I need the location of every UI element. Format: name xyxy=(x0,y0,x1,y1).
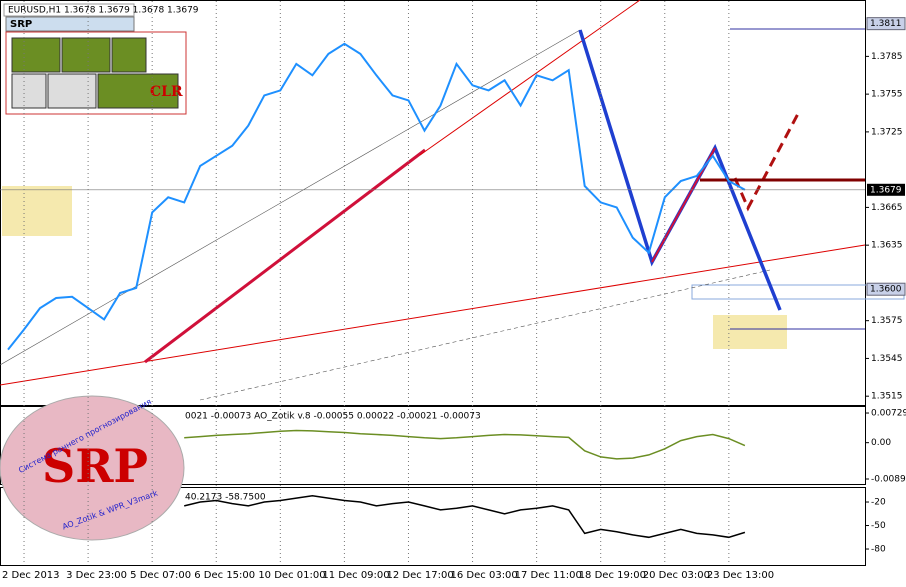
trend-line xyxy=(419,0,641,156)
x-tick-label: 20 Dec 03:00 xyxy=(643,570,710,581)
pane-title: 0021 -0.00073 AO_Zotik v.8 -0.00055 0.00… xyxy=(185,412,481,422)
tool-button[interactable] xyxy=(11,73,47,109)
trend-line xyxy=(144,148,426,364)
x-tick-label: 10 Dec 01:00 xyxy=(258,570,325,581)
y-tick-label: -50 xyxy=(871,521,886,531)
level-label: 1.3600 xyxy=(870,285,902,295)
price-box xyxy=(867,183,905,196)
logo-letters: SRP xyxy=(42,439,148,493)
trend-line xyxy=(0,244,866,386)
x-tick-label: 12 Dec 17:00 xyxy=(386,570,453,581)
y-tick-label: -80 xyxy=(871,545,886,555)
y-tick-label: 1.3785 xyxy=(871,52,903,62)
trend-line xyxy=(0,29,581,366)
x-tick-label: 23 Dec 13:00 xyxy=(707,570,774,581)
tool-button[interactable] xyxy=(61,37,111,73)
price-line xyxy=(184,429,746,460)
clear-button[interactable] xyxy=(97,73,179,109)
zone xyxy=(713,315,787,349)
y-tick-label: 1.3575 xyxy=(871,316,903,326)
y-tick-label: 1.3665 xyxy=(871,203,903,213)
x-tick-label: 17 Dec 11:00 xyxy=(515,570,582,581)
panel-tab[interactable] xyxy=(5,16,135,32)
level-box xyxy=(866,282,906,296)
tool-button[interactable] xyxy=(111,37,147,73)
panel-name: SRP xyxy=(10,19,32,30)
y-tick-label: 1.3515 xyxy=(871,392,903,402)
y-tick-label: 1.3755 xyxy=(871,90,903,100)
symbol-header xyxy=(3,3,135,17)
pane-title: EURUSD,H1 1.3678 1.3679 1.3678 1.3679 xyxy=(8,6,199,16)
pane-title: 40.2173 -58.7500 xyxy=(185,493,266,503)
x-tick-label: 18 Dec 19:00 xyxy=(579,570,646,581)
clear-label: CLR xyxy=(150,84,183,100)
x-tick-label: 16 Dec 03:00 xyxy=(451,570,518,581)
y-tick-label: -20 xyxy=(871,498,886,508)
x-tick-label: 11 Dec 09:00 xyxy=(322,570,389,581)
price-line xyxy=(184,495,746,539)
level-box xyxy=(866,17,906,31)
y-tick-label: 0.00729 xyxy=(871,409,906,419)
y-tick-label: -0.00893 xyxy=(871,474,906,484)
y-tick-label: 1.3635 xyxy=(871,241,903,251)
tool-button[interactable] xyxy=(11,37,61,73)
y-tick-label: 0.00 xyxy=(871,438,891,448)
price-line xyxy=(7,42,746,351)
ao-pane xyxy=(0,406,866,485)
main-pane xyxy=(0,0,866,406)
x-tick-label: 5 Dec 07:00 xyxy=(130,570,191,581)
x-tick-label: 3 Dec 23:00 xyxy=(66,570,127,581)
x-tick-label: 2 Dec 2013 xyxy=(2,570,60,581)
zone xyxy=(2,186,72,236)
last-price-label: 1.3679 xyxy=(870,185,902,195)
level-label: 1.3811 xyxy=(870,19,902,29)
wpr-pane xyxy=(0,487,866,566)
x-tick-label: 6 Dec 15:00 xyxy=(194,570,255,581)
projection xyxy=(733,109,802,212)
logo xyxy=(0,395,185,541)
y-tick-label: 1.3725 xyxy=(871,127,903,137)
tool-button[interactable] xyxy=(47,73,97,109)
y-tick-label: 1.3545 xyxy=(871,354,903,364)
